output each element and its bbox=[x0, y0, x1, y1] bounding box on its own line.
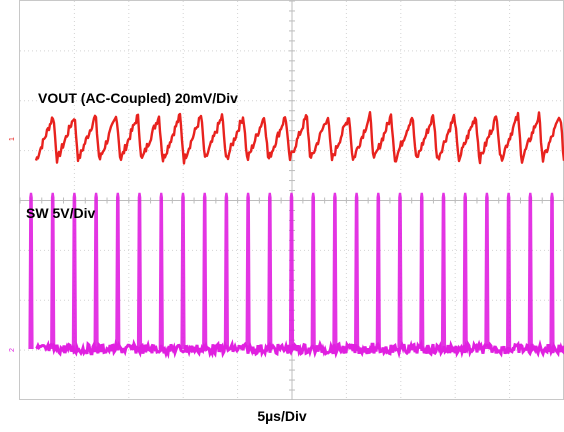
vout-channel-label: VOUT (AC-Coupled) 20mV/Div bbox=[38, 90, 238, 106]
time-scale-label: 5µs/Div bbox=[257, 408, 307, 424]
sw-pulse bbox=[419, 192, 425, 350]
vout-trace bbox=[34, 111, 564, 165]
sw-pulse bbox=[71, 192, 77, 350]
sw-pulse bbox=[354, 192, 360, 350]
sw-pulse bbox=[397, 192, 403, 350]
sw-marker: 2 bbox=[9, 348, 16, 352]
traces bbox=[28, 111, 564, 360]
channel-markers: 12 bbox=[9, 137, 16, 352]
sw-pulse bbox=[484, 192, 490, 350]
sw-pulse bbox=[50, 192, 56, 350]
sw-pulse bbox=[506, 192, 512, 350]
sw-pulse bbox=[332, 192, 338, 350]
sw-pulse bbox=[28, 192, 34, 350]
sw-pulse bbox=[202, 192, 208, 350]
sw-pulse bbox=[180, 192, 186, 350]
sw-channel-label: SW 5V/Div bbox=[26, 205, 96, 221]
sw-pulse bbox=[288, 192, 295, 350]
sw-pulse bbox=[136, 192, 143, 350]
sw-pulse bbox=[375, 192, 381, 350]
sw-baseline bbox=[35, 338, 564, 360]
sw-pulse bbox=[158, 192, 164, 350]
sw-pulse bbox=[115, 192, 121, 350]
sw-pulse bbox=[93, 192, 99, 350]
sw-pulse bbox=[267, 192, 273, 350]
sw-pulse bbox=[527, 192, 533, 350]
sw-pulse bbox=[462, 192, 468, 350]
sw-pulse bbox=[440, 192, 447, 350]
sw-pulse bbox=[549, 192, 555, 350]
sw-pulse bbox=[245, 192, 251, 350]
vout-marker: 1 bbox=[9, 137, 16, 141]
sw-pulse bbox=[310, 192, 316, 350]
sw-pulse bbox=[223, 192, 229, 350]
